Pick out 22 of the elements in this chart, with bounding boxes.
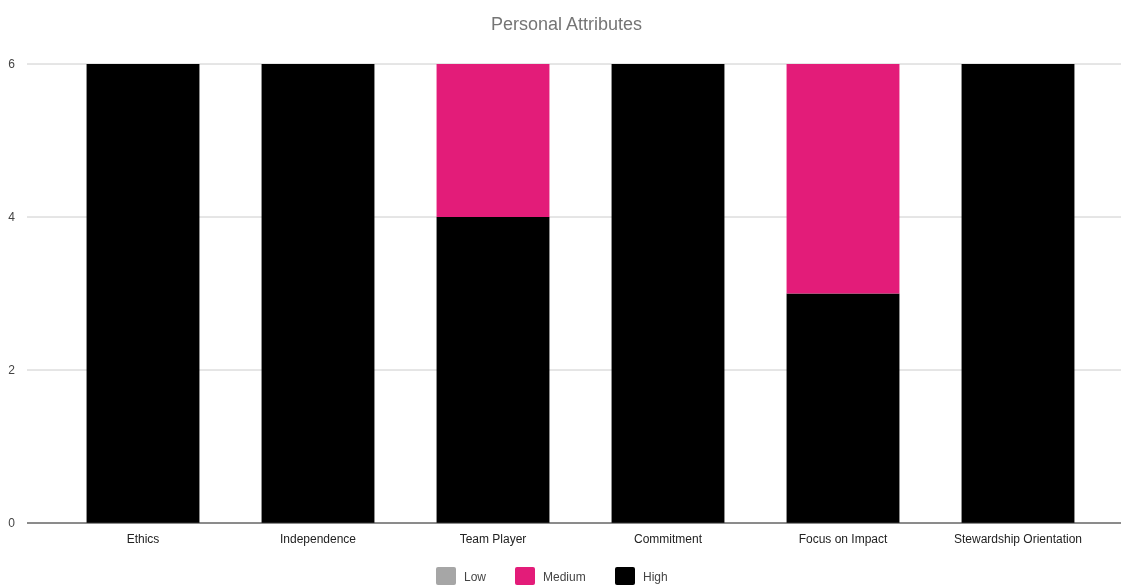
bar: [86, 64, 200, 523]
y-tick-label: 0: [8, 516, 16, 530]
bar: [961, 64, 1075, 523]
legend-label: High: [643, 570, 668, 584]
y-tick-label: 2: [8, 363, 16, 377]
y-tick-label: 6: [8, 57, 16, 71]
legend-label: Low: [464, 570, 487, 584]
x-tick-label: Independence: [279, 532, 357, 546]
x-tick-label: Focus on Impact: [798, 532, 889, 546]
y-tick-label: 4: [8, 210, 16, 224]
bar: [436, 64, 550, 217]
bar: [261, 64, 375, 523]
bar: [611, 64, 725, 523]
bar: [786, 64, 900, 294]
x-tick-label: Commitment: [633, 532, 703, 546]
bar: [786, 293, 900, 523]
x-tick-label: Stewardship Orientation: [953, 532, 1083, 546]
bar: [436, 217, 550, 523]
chart-title: Personal Attributes: [490, 14, 643, 34]
x-tick-label: Ethics: [126, 532, 160, 546]
legend-label: Medium: [543, 570, 586, 584]
x-tick-label: Team Player: [459, 532, 527, 546]
